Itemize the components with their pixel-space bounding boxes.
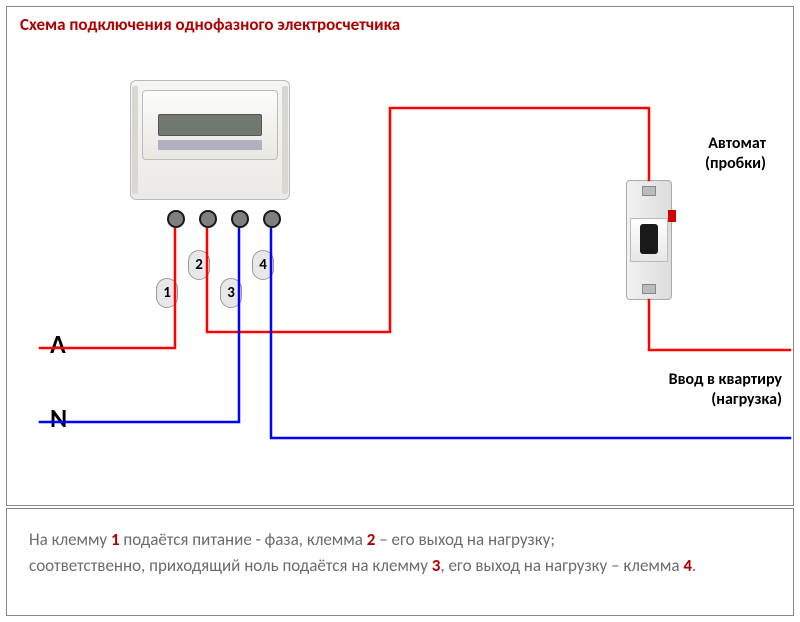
diagram-title: Схема подключения однофазного электросче… (20, 14, 400, 35)
diagram-frame (6, 6, 794, 506)
footer-caption: На клемму 1 подаётся питание - фаза, кле… (6, 508, 794, 616)
terminal-badge-1: 1 (156, 278, 178, 308)
terminal-3 (231, 210, 249, 228)
terminal-badge-2: 2 (188, 250, 210, 280)
terminal-4 (263, 210, 281, 228)
phase-letter: A (50, 328, 66, 360)
electric-meter (130, 80, 290, 200)
terminal-badge-3: 3 (220, 278, 242, 308)
circuit-breaker (626, 180, 672, 300)
terminal-badge-4: 4 (252, 250, 274, 280)
load-label: Ввод в квартиру(нагрузка) (669, 370, 782, 410)
neutral-letter: N (50, 402, 67, 434)
terminal-2 (199, 210, 217, 228)
terminal-1 (167, 210, 185, 228)
breaker-label: Автомат(пробки) (705, 134, 766, 174)
